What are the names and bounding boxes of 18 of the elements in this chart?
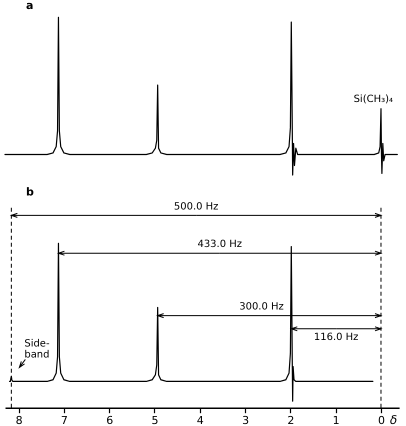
x-tick-label: 2 (287, 414, 294, 426)
chart-title: b (26, 185, 34, 198)
x-tick-label: 0 (378, 414, 385, 426)
annotation: 300.0 Hz (239, 302, 284, 313)
annotation: 500.0 Hz (174, 201, 218, 212)
x-tick-label: 5 (151, 414, 158, 426)
x-tick-label: 8 (16, 414, 23, 426)
x-tick-label: 6 (106, 414, 114, 426)
x-tick-label: 3 (242, 414, 250, 426)
annotation: Side- band (24, 338, 50, 360)
annotation: 116.0 Hz (314, 332, 358, 343)
annotation: Si(CH₃)₄ (354, 94, 393, 105)
x-tick-label: 1 (332, 414, 340, 426)
x-axis-title: δ (390, 413, 398, 426)
x-tick-label: 7 (60, 414, 68, 426)
chart-title: a (26, 0, 34, 12)
annotation: 433.0 Hz (197, 239, 242, 250)
x-tick-label: 4 (196, 414, 204, 426)
